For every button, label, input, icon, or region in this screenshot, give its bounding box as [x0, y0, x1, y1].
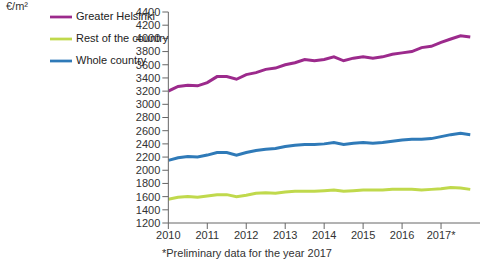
- svg-text:2011: 2011: [195, 229, 219, 241]
- svg-text:3000: 3000: [136, 98, 160, 110]
- svg-text:2010: 2010: [156, 229, 180, 241]
- svg-text:2400: 2400: [136, 138, 160, 150]
- svg-text:2013: 2013: [273, 229, 297, 241]
- svg-text:2200: 2200: [136, 151, 160, 163]
- svg-text:4400: 4400: [136, 6, 160, 18]
- svg-text:3800: 3800: [136, 45, 160, 57]
- svg-text:2000: 2000: [136, 164, 160, 176]
- svg-text:1200: 1200: [136, 217, 160, 229]
- svg-text:2014: 2014: [312, 229, 336, 241]
- svg-text:3200: 3200: [136, 85, 160, 97]
- svg-text:2016: 2016: [390, 229, 414, 241]
- svg-text:3400: 3400: [136, 72, 160, 84]
- svg-text:1400: 1400: [136, 204, 160, 216]
- svg-text:1800: 1800: [136, 177, 160, 189]
- svg-text:2017*: 2017*: [427, 229, 456, 241]
- svg-text:2800: 2800: [136, 111, 160, 123]
- svg-text:4200: 4200: [136, 19, 160, 31]
- svg-text:2600: 2600: [136, 125, 160, 137]
- svg-text:1600: 1600: [136, 191, 160, 203]
- svg-text:3600: 3600: [136, 59, 160, 71]
- svg-text:4000: 4000: [136, 32, 160, 44]
- svg-text:2012: 2012: [234, 229, 258, 241]
- svg-text:2015: 2015: [351, 229, 375, 241]
